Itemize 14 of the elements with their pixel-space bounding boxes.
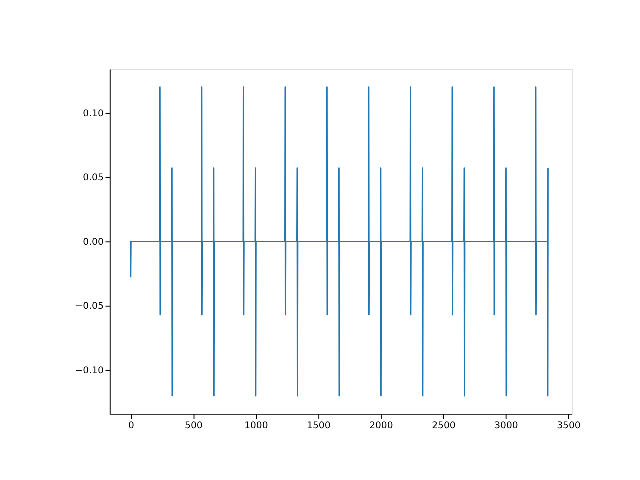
- x-tick-label: 3500: [557, 420, 581, 432]
- y-tick-label: 0.10: [83, 108, 104, 120]
- x-tick-label: 3000: [494, 420, 518, 432]
- x-tick-label: 1500: [307, 420, 331, 432]
- x-tick-label: 1000: [244, 420, 268, 432]
- y-tick-label: −0.05: [75, 301, 104, 312]
- y-tick-label: 0.00: [83, 236, 104, 248]
- x-tick-label: 2000: [370, 420, 394, 432]
- line-series: [130, 86, 549, 397]
- x-tick-label: 0: [128, 420, 134, 432]
- x-tick-label: 500: [185, 420, 203, 432]
- y-tick-label: −0.10: [75, 366, 104, 377]
- x-tick-label: 2500: [432, 420, 456, 432]
- y-tick-label: 0.05: [83, 172, 104, 184]
